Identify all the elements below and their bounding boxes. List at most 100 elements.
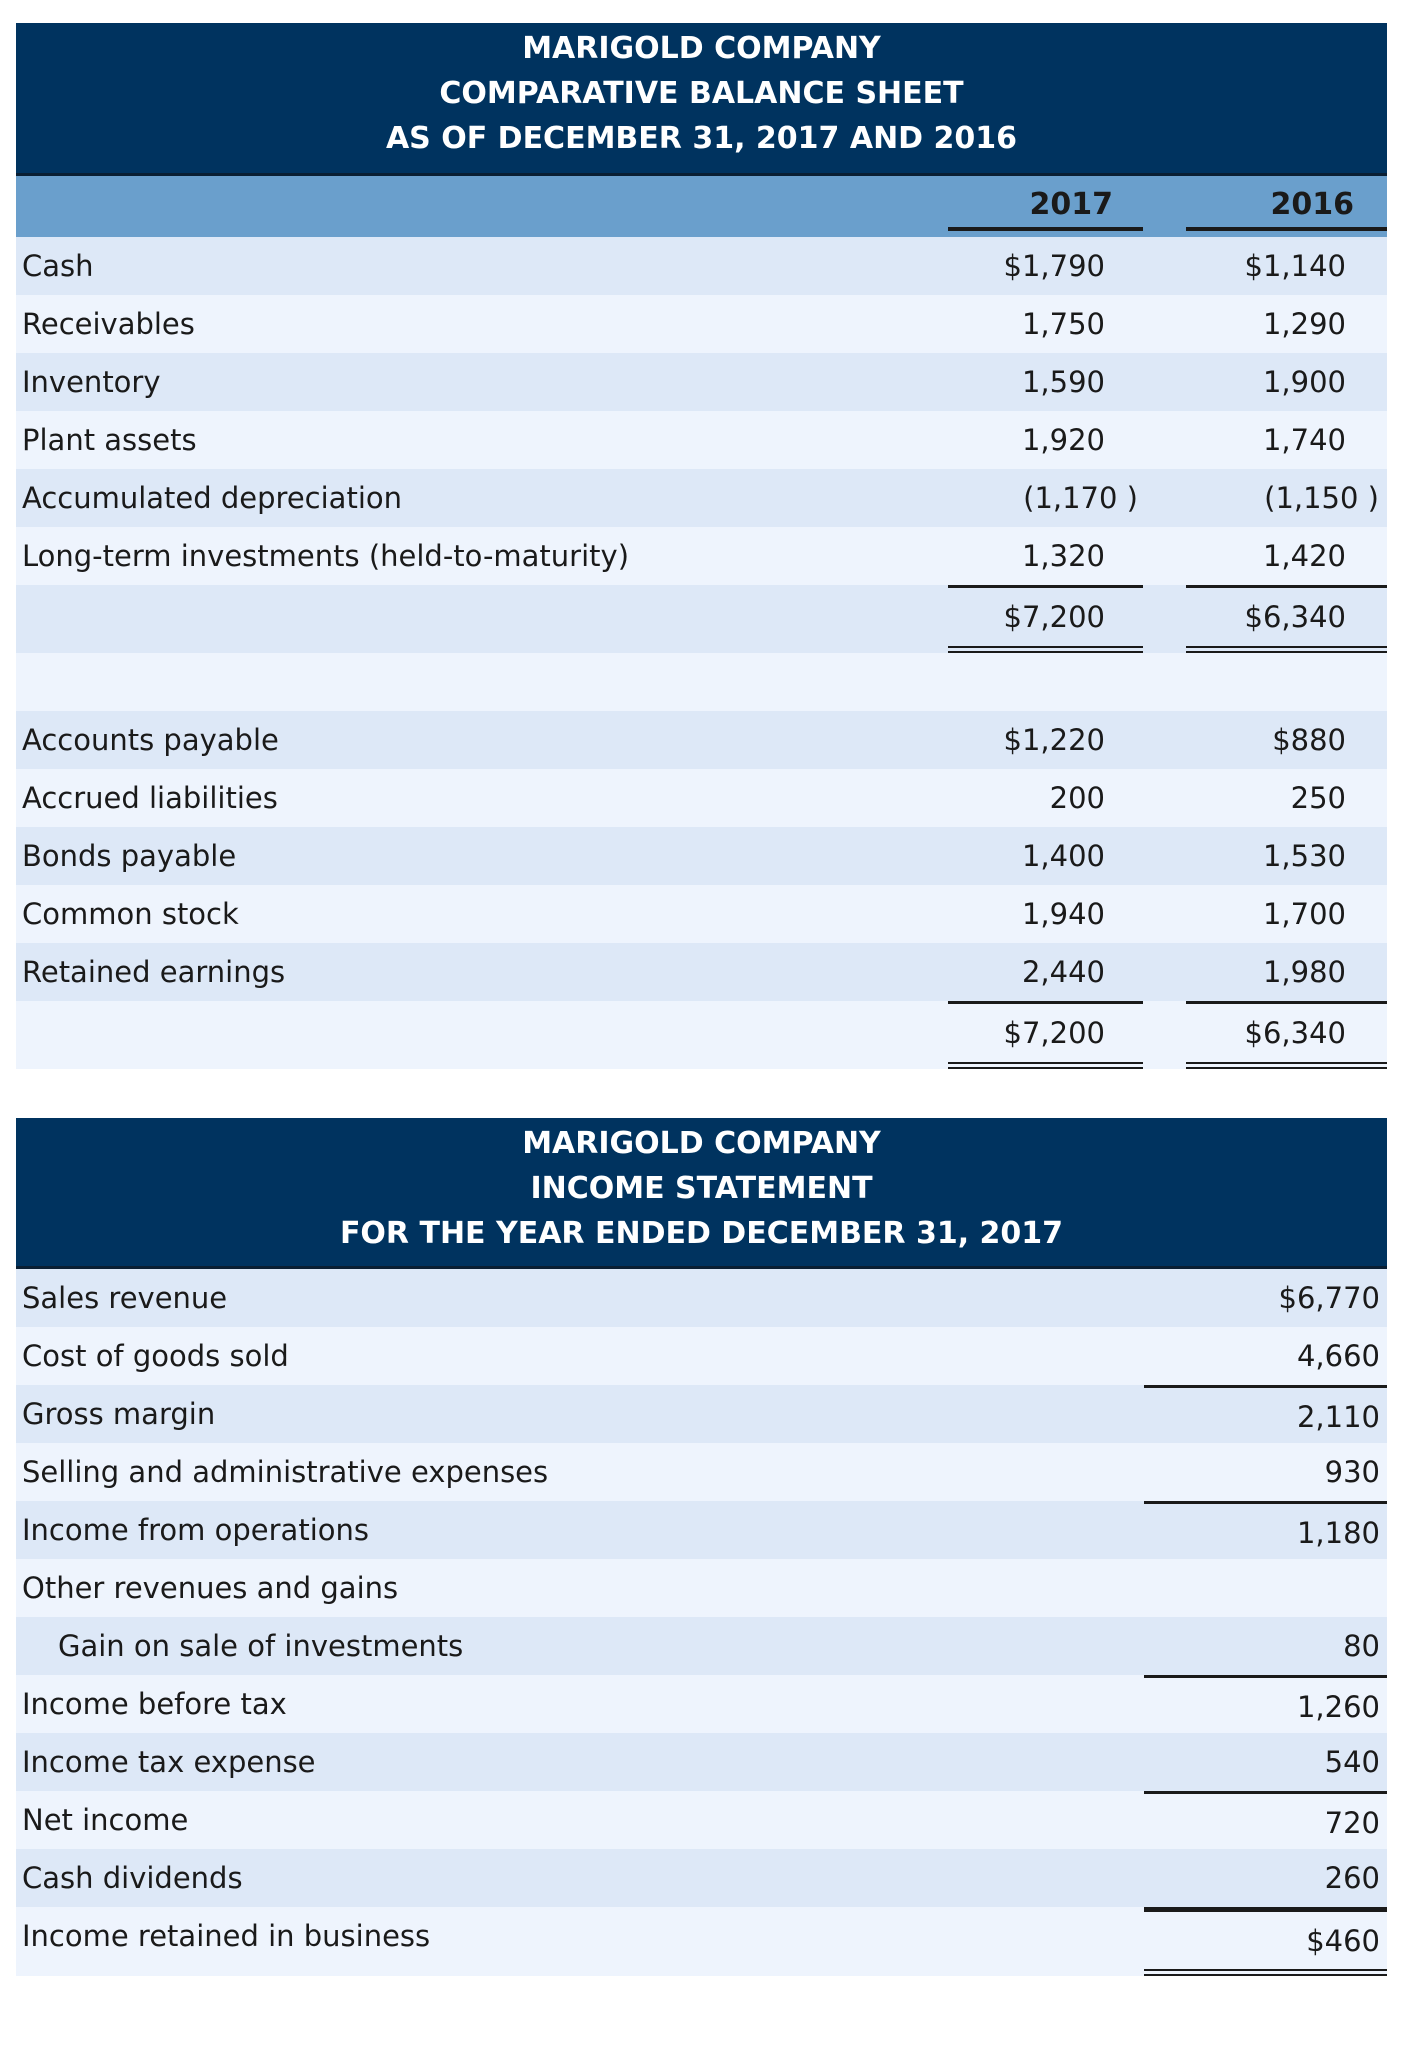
value-cell-2016: 1,740 — [1186, 411, 1387, 469]
table-row: Income from operations 1,180 — [16, 1501, 1387, 1559]
row-label: Gain on sale of investments — [58, 1629, 464, 1663]
value-cell-2016: 1,530 — [1186, 827, 1387, 885]
table-row — [16, 653, 1387, 711]
row-value: 1,750 — [1021, 307, 1105, 341]
value-cell-2016: 1,290 — [1186, 295, 1387, 353]
value-cell: 1,180 — [1144, 1501, 1387, 1559]
table-row: Income retained in business $460 — [16, 1907, 1387, 1976]
row-value: $1,220 — [1003, 723, 1105, 757]
value-cell-2017: $7,200 — [948, 1001, 1143, 1069]
table-row: Common stock 1,940 1,700 — [16, 885, 1387, 943]
row-value: 930 — [1324, 1455, 1380, 1489]
row-value: 2,110 — [1296, 1400, 1380, 1434]
row-label: Accounts payable — [22, 723, 279, 757]
table-row: Selling and administrative expenses 930 — [16, 1443, 1387, 1501]
row-label: Income before tax — [22, 1687, 287, 1721]
value-cell-2016: (1,150 ) — [1186, 469, 1387, 527]
statement-title: INCOME STATEMENT — [530, 1171, 873, 1206]
year-2017-header: 2017 — [948, 176, 1143, 231]
row-value: 1,260 — [1296, 1690, 1380, 1724]
row-value: 1,980 — [1262, 955, 1346, 989]
row-label: Cash — [22, 249, 94, 283]
value-cell-2017: 1,920 — [948, 411, 1143, 469]
table-row: Long-term investments (held-to-maturity)… — [16, 527, 1387, 585]
table-row: Accrued liabilities 200 250 — [16, 769, 1387, 827]
value-cell-2016: 1,980 — [1186, 943, 1387, 1001]
row-value: 250 — [1290, 781, 1346, 815]
value-cell: 2,110 — [1144, 1385, 1387, 1443]
table-row: Accumulated depreciation (1,170 ) (1,150 ) — [16, 469, 1387, 527]
table-row: Accounts payable $1,220 $880 — [16, 711, 1387, 769]
row-value: 540 — [1324, 1745, 1380, 1779]
table-row: $7,200 $6,340 — [16, 585, 1387, 653]
row-value: 80 — [1343, 1629, 1380, 1663]
table-row: Income tax expense 540 — [16, 1733, 1387, 1791]
value-cell-2017: $1,220 — [948, 711, 1143, 769]
statement-date: AS OF DECEMBER 31, 2017 AND 2016 — [385, 121, 1018, 156]
value-cell-2016: $6,340 — [1186, 585, 1387, 653]
row-value: 1,400 — [1021, 839, 1105, 873]
value-cell-2017: (1,170 ) — [948, 469, 1143, 527]
table-row: Income before tax 1,260 — [16, 1675, 1387, 1733]
row-value: 1,920 — [1021, 423, 1105, 457]
value-cell-2017: $1,790 — [948, 237, 1143, 295]
company-name: MARIGOLD COMPANY — [522, 1126, 881, 1161]
row-value: 1,740 — [1262, 423, 1346, 457]
row-value: $6,770 — [1278, 1281, 1380, 1315]
value-cell: $460 — [1144, 1907, 1387, 1976]
income-statement-header: MARIGOLD COMPANY INCOME STATEMENT FOR TH… — [16, 1118, 1387, 1269]
value-cell-2016: $1,140 — [1186, 237, 1387, 295]
row-label: Cash dividends — [22, 1861, 243, 1895]
table-row: Retained earnings 2,440 1,980 — [16, 943, 1387, 1001]
year-2016-header: 2016 — [1186, 176, 1387, 231]
table-row: Bonds payable 1,400 1,530 — [16, 827, 1387, 885]
value-cell-2016: 1,900 — [1186, 353, 1387, 411]
table-row: Receivables 1,750 1,290 — [16, 295, 1387, 353]
row-value: 1,590 — [1021, 365, 1105, 399]
row-value: 2,440 — [1021, 955, 1105, 989]
statement-period: FOR THE YEAR ENDED DECEMBER 31, 2017 — [339, 1216, 1064, 1251]
row-value: $7,200 — [1003, 600, 1105, 634]
table-row: Cash dividends 260 — [16, 1849, 1387, 1907]
row-label: Income retained in business — [22, 1919, 431, 1953]
income-statement-table: MARIGOLD COMPANY INCOME STATEMENT FOR TH… — [16, 1118, 1387, 1976]
row-label: Accrued liabilities — [22, 781, 278, 815]
year-header-row: 2017 2016 — [16, 176, 1387, 237]
row-label: Retained earnings — [22, 955, 286, 989]
row-label: Income tax expense — [22, 1745, 316, 1779]
row-label: Selling and administrative expenses — [22, 1455, 549, 1489]
row-label: Bonds payable — [22, 839, 237, 873]
row-value: 720 — [1324, 1806, 1380, 1840]
value-cell-2017: 1,940 — [948, 885, 1143, 943]
row-label: Long-term investments (held-to-maturity) — [22, 539, 630, 573]
value-cell — [1144, 1559, 1387, 1617]
company-name: MARIGOLD COMPANY — [522, 31, 881, 66]
table-row: Other revenues and gains — [16, 1559, 1387, 1617]
row-label: Receivables — [22, 307, 195, 341]
row-value: 1,940 — [1021, 897, 1105, 931]
table-row: Plant assets 1,920 1,740 — [16, 411, 1387, 469]
value-cell-2016: 1,700 — [1186, 885, 1387, 943]
row-label: Inventory — [22, 365, 161, 399]
row-value: 1,320 — [1021, 539, 1105, 573]
table-row: Cost of goods sold 4,660 — [16, 1327, 1387, 1385]
value-cell-2016: $6,340 — [1186, 1001, 1387, 1069]
value-cell: 80 — [1144, 1617, 1387, 1675]
row-label: Sales revenue — [22, 1281, 228, 1315]
row-value: $880 — [1272, 723, 1346, 757]
table-row: $7,200 $6,340 — [16, 1001, 1387, 1069]
row-value: $6,340 — [1244, 600, 1346, 634]
statement-title: COMPARATIVE BALANCE SHEET — [439, 76, 964, 111]
value-cell-2017 — [948, 653, 1143, 711]
row-value: $6,340 — [1244, 1016, 1346, 1050]
row-label: Plant assets — [22, 423, 197, 457]
row-value: (1,150 ) — [1264, 481, 1379, 515]
row-label: Common stock — [22, 897, 239, 931]
value-cell: $6,770 — [1144, 1269, 1387, 1327]
value-cell: 540 — [1144, 1733, 1387, 1791]
value-cell-2016: 1,420 — [1186, 527, 1387, 585]
table-row: Gross margin 2,110 — [16, 1385, 1387, 1443]
table-row: Inventory 1,590 1,900 — [16, 353, 1387, 411]
table-row: Sales revenue $6,770 — [16, 1269, 1387, 1327]
value-cell-2016: $880 — [1186, 711, 1387, 769]
